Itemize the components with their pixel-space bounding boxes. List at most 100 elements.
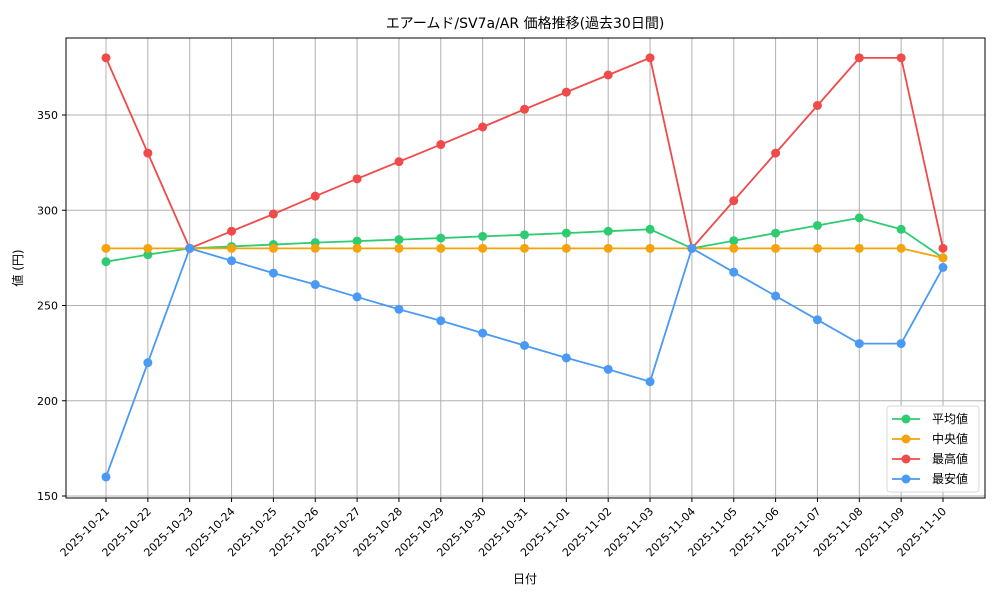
y-tick-label: 350 xyxy=(37,109,58,122)
data-point xyxy=(729,236,739,246)
data-point xyxy=(645,377,655,387)
data-point xyxy=(561,228,571,238)
data-point xyxy=(561,243,571,253)
legend-item: 平均値 xyxy=(892,411,968,426)
data-point xyxy=(771,148,781,158)
data-point xyxy=(896,224,906,234)
legend-marker-icon xyxy=(901,454,911,464)
data-point xyxy=(771,291,781,301)
legend-marker-icon xyxy=(901,474,911,484)
data-point xyxy=(561,87,571,97)
data-point xyxy=(812,243,822,253)
data-point xyxy=(520,243,529,253)
data-point xyxy=(938,243,948,253)
data-point xyxy=(812,220,822,230)
y-tick-label: 200 xyxy=(37,395,58,408)
y-axis: 150 200 250 300 350 xyxy=(37,109,66,503)
data-point xyxy=(645,53,655,63)
data-point xyxy=(854,243,864,253)
data-point xyxy=(812,100,822,110)
data-point xyxy=(771,228,781,238)
x-axis: 2025-10-212025-10-222025-10-232025-10-24… xyxy=(58,498,949,559)
chart-title: エアームド/SV7a/AR 価格推移(過去30日間) xyxy=(386,16,665,32)
data-point xyxy=(436,316,446,326)
legend-marker-icon xyxy=(901,414,911,424)
data-point xyxy=(478,328,488,338)
legend-item: 最高値 xyxy=(892,451,968,466)
legend-box xyxy=(886,405,980,493)
data-point xyxy=(771,243,781,253)
data-point xyxy=(352,243,362,253)
data-point xyxy=(938,253,948,263)
data-point xyxy=(101,257,111,267)
data-point xyxy=(185,243,195,253)
data-point xyxy=(729,243,739,253)
plot-frame xyxy=(65,37,986,499)
data-point xyxy=(352,292,362,302)
data-point xyxy=(352,174,362,184)
data-point xyxy=(854,213,864,223)
data-point xyxy=(268,268,278,278)
data-point xyxy=(143,148,153,158)
data-point xyxy=(603,226,613,236)
series-line xyxy=(101,243,948,482)
data-point xyxy=(687,243,697,253)
data-point xyxy=(729,267,739,277)
data-point xyxy=(854,339,864,349)
data-point xyxy=(478,243,488,253)
data-point xyxy=(227,243,237,253)
legend-label: 最高値 xyxy=(932,451,968,466)
data-point xyxy=(310,280,320,290)
series-layer xyxy=(101,53,948,482)
data-point xyxy=(603,70,613,80)
legend-label: 最安値 xyxy=(932,471,968,486)
legend-marker-icon xyxy=(901,434,911,444)
data-point xyxy=(227,256,237,266)
legend-item: 中央値 xyxy=(892,431,968,446)
y-tick-label: 300 xyxy=(37,204,58,217)
legend-label: 中央値 xyxy=(932,431,968,446)
data-point xyxy=(729,196,739,206)
data-point xyxy=(436,243,446,253)
data-point xyxy=(603,243,613,253)
data-point xyxy=(394,157,404,167)
y-tick-label: 150 xyxy=(37,490,58,503)
data-point xyxy=(101,243,111,253)
data-point xyxy=(394,243,404,253)
data-point xyxy=(520,104,529,114)
data-point xyxy=(436,233,446,243)
grid-lines xyxy=(66,38,985,498)
data-point xyxy=(268,209,278,219)
data-point xyxy=(645,243,655,253)
data-point xyxy=(812,315,822,325)
data-point xyxy=(310,243,320,253)
data-point xyxy=(603,364,613,374)
data-point xyxy=(938,262,948,272)
data-point xyxy=(520,230,529,240)
data-point xyxy=(896,243,906,253)
data-point xyxy=(478,231,488,241)
data-point xyxy=(896,339,906,349)
data-point xyxy=(143,250,153,260)
y-axis-label: 値 (円) xyxy=(10,249,25,286)
data-point xyxy=(352,236,362,246)
data-point xyxy=(436,140,446,150)
data-point xyxy=(101,53,111,63)
legend-item: 最安値 xyxy=(892,471,968,486)
data-point xyxy=(310,191,320,201)
data-point xyxy=(520,341,529,351)
data-point xyxy=(268,243,278,253)
x-axis-label: 日付 xyxy=(513,572,537,586)
data-point xyxy=(394,235,404,245)
data-point xyxy=(394,304,404,314)
data-point xyxy=(645,224,655,234)
data-point xyxy=(854,53,864,63)
data-point xyxy=(561,353,571,363)
data-point xyxy=(227,226,237,236)
data-point xyxy=(478,122,488,132)
y-tick-label: 250 xyxy=(37,300,58,313)
data-point xyxy=(896,53,906,63)
